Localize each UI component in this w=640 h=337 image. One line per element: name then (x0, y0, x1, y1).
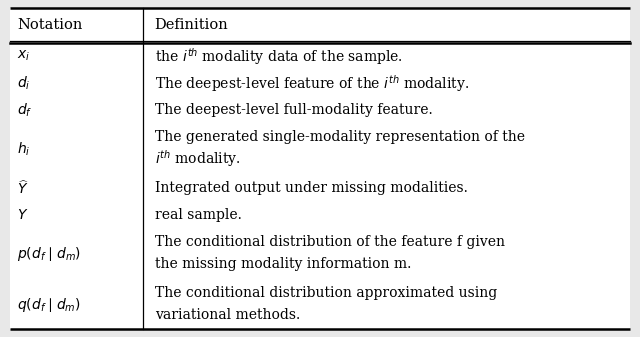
Text: Definition: Definition (155, 18, 228, 32)
Text: $d_i$: $d_i$ (17, 74, 31, 92)
Text: $p(d_f \mid d_m)$: $p(d_f \mid d_m)$ (17, 245, 81, 263)
Text: the $i^{th}$ modality data of the sample.: the $i^{th}$ modality data of the sample… (155, 46, 403, 67)
Text: $i^{th}$ modality.: $i^{th}$ modality. (155, 149, 240, 170)
Text: $d_f$: $d_f$ (17, 101, 33, 119)
Text: The conditional distribution approximated using: The conditional distribution approximate… (155, 286, 497, 300)
Text: real sample.: real sample. (155, 208, 241, 222)
Text: The conditional distribution of the feature f given: The conditional distribution of the feat… (155, 235, 504, 249)
Text: $q(d_f \mid d_m)$: $q(d_f \mid d_m)$ (17, 296, 81, 314)
Text: $\widehat{Y}$: $\widehat{Y}$ (17, 179, 29, 197)
Text: $h_i$: $h_i$ (17, 140, 31, 158)
Text: $Y$: $Y$ (17, 208, 29, 222)
Text: The deepest-level feature of the $i^{th}$ modality.: The deepest-level feature of the $i^{th}… (155, 73, 469, 94)
Text: Integrated output under missing modalities.: Integrated output under missing modaliti… (155, 181, 467, 195)
Text: the missing modality information m.: the missing modality information m. (155, 257, 411, 271)
Text: Notation: Notation (17, 18, 83, 32)
Text: variational methods.: variational methods. (155, 308, 300, 322)
Text: The deepest-level full-modality feature.: The deepest-level full-modality feature. (155, 103, 433, 117)
Text: The generated single-modality representation of the: The generated single-modality representa… (155, 130, 525, 144)
Text: $x_i$: $x_i$ (17, 49, 31, 63)
